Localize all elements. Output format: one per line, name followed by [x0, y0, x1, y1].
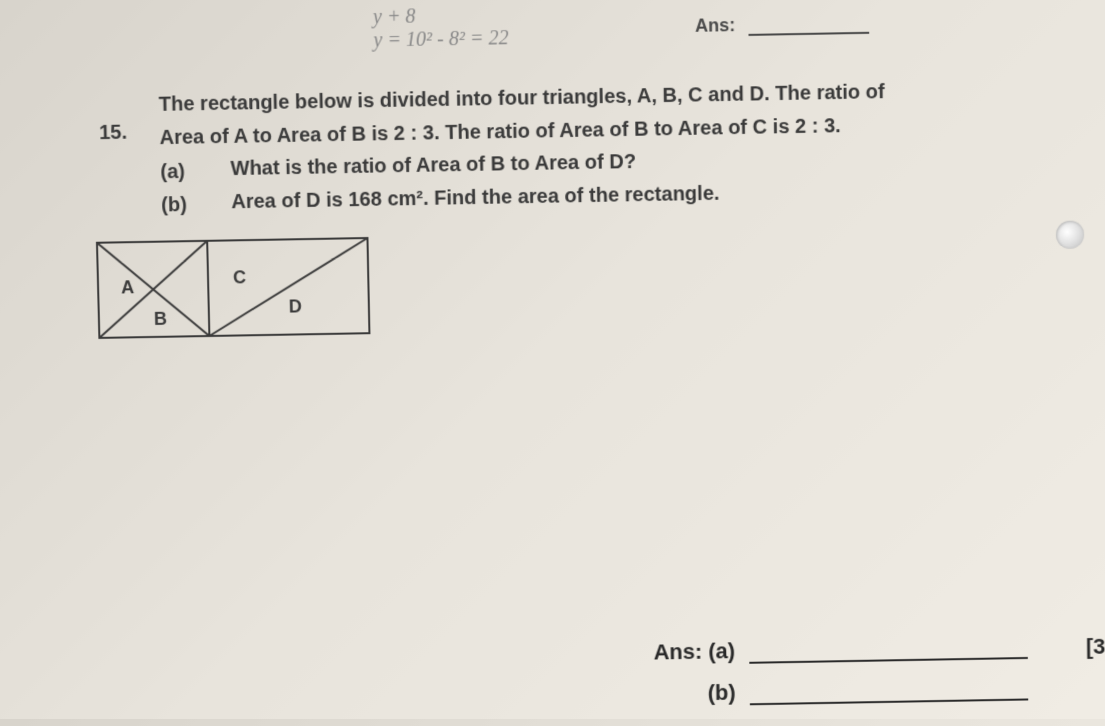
answer-a-blank: [749, 657, 1028, 664]
label-a: A: [121, 277, 135, 298]
label-d: D: [289, 296, 302, 317]
handwriting-line2: y = 10² - 8² = 22: [373, 27, 509, 53]
part-a-text: What is the ratio of Area of B to Area o…: [230, 151, 636, 181]
answer-b-label: (b): [708, 680, 736, 705]
label-c: C: [233, 267, 246, 288]
label-b: B: [154, 309, 168, 330]
rectangle-diagram: A B C D: [92, 233, 375, 353]
ans-label: Ans:: [695, 15, 736, 36]
answer-b-section: (b): [708, 675, 1029, 706]
answer-b-blank: [750, 698, 1028, 705]
part-a-label: (a): [160, 161, 185, 185]
diagonal-3: [207, 238, 369, 336]
answer-a-label: Ans: (a): [653, 638, 735, 664]
marks-label: [3: [1086, 634, 1105, 660]
ans-blank-line: [748, 32, 869, 36]
part-b-label: (b): [161, 194, 187, 218]
vertical-divider: [207, 241, 209, 336]
worksheet-page: y + 8 y = 10² - 8² = 22 Ans: 15. The rec…: [0, 0, 1105, 726]
hole-punch-icon: [1056, 220, 1084, 249]
question-number: 15.: [99, 122, 127, 146]
answer-a-section: Ans: (a): [653, 633, 1027, 665]
top-answer-label: Ans:: [695, 13, 869, 37]
handwriting-line1: y + 8: [373, 5, 416, 29]
part-b-text: Area of D is 168 cm². Find the area of t…: [231, 183, 720, 215]
